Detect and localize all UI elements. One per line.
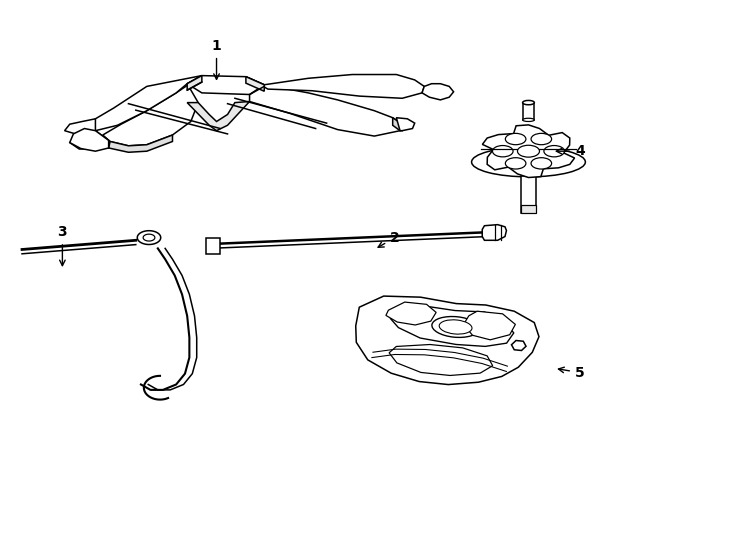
Polygon shape — [393, 118, 402, 131]
Ellipse shape — [493, 145, 513, 157]
Polygon shape — [482, 225, 506, 240]
Polygon shape — [79, 129, 95, 136]
Polygon shape — [246, 75, 424, 98]
Polygon shape — [523, 103, 534, 120]
Polygon shape — [463, 311, 515, 340]
Polygon shape — [137, 231, 161, 245]
Polygon shape — [65, 119, 95, 135]
Polygon shape — [386, 302, 436, 325]
Polygon shape — [187, 76, 264, 94]
Polygon shape — [143, 234, 155, 241]
Ellipse shape — [523, 100, 534, 105]
Polygon shape — [356, 296, 539, 384]
Polygon shape — [512, 341, 526, 350]
Polygon shape — [70, 131, 109, 149]
Polygon shape — [250, 85, 402, 136]
Polygon shape — [187, 102, 250, 131]
Ellipse shape — [439, 320, 472, 334]
Text: 1: 1 — [211, 39, 222, 79]
Polygon shape — [84, 76, 202, 131]
Text: 3: 3 — [57, 225, 68, 266]
Ellipse shape — [432, 316, 479, 338]
Ellipse shape — [531, 133, 551, 145]
Polygon shape — [482, 125, 575, 178]
Polygon shape — [103, 76, 202, 146]
Polygon shape — [389, 345, 493, 375]
Text: 4: 4 — [556, 144, 585, 158]
Ellipse shape — [523, 118, 534, 122]
Ellipse shape — [505, 158, 526, 169]
Polygon shape — [521, 205, 536, 213]
Polygon shape — [390, 305, 514, 346]
Ellipse shape — [517, 145, 539, 157]
Polygon shape — [70, 129, 109, 151]
Text: 2: 2 — [378, 231, 400, 247]
Polygon shape — [521, 176, 536, 213]
Ellipse shape — [471, 147, 586, 177]
Polygon shape — [206, 238, 220, 254]
Ellipse shape — [544, 145, 564, 157]
Polygon shape — [422, 84, 454, 100]
Ellipse shape — [505, 133, 526, 145]
Ellipse shape — [531, 158, 551, 169]
Polygon shape — [109, 135, 172, 152]
Text: 5: 5 — [559, 366, 585, 380]
Polygon shape — [187, 76, 202, 90]
Polygon shape — [246, 77, 264, 91]
Polygon shape — [396, 118, 415, 131]
